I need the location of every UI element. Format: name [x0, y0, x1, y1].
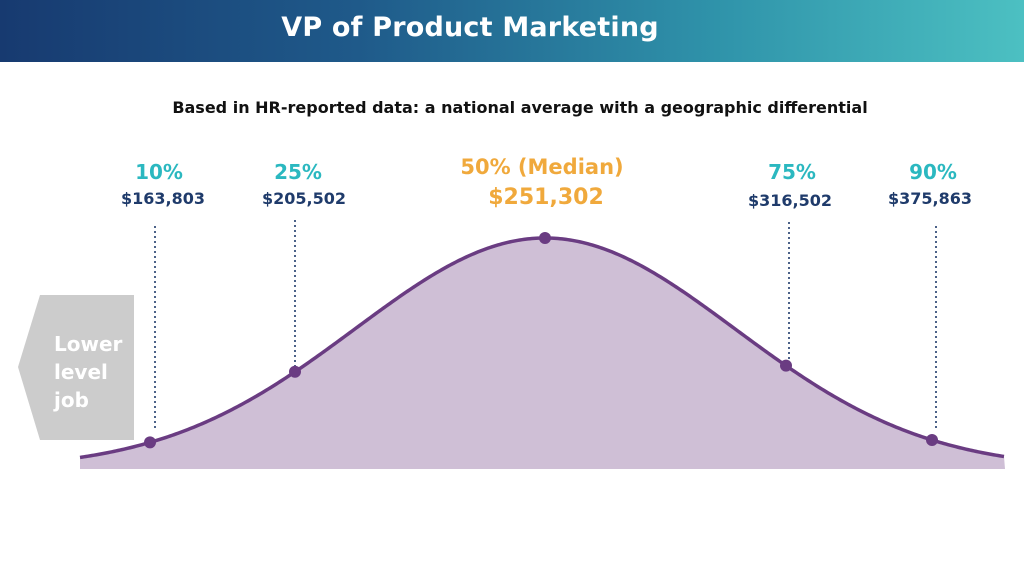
page-title: VP of Product Marketing	[281, 12, 659, 43]
title-banner: VP of Product Marketing	[0, 0, 1024, 62]
percentile-label-25: 25%	[274, 160, 322, 184]
lower-level-job-label: Lower level job	[54, 330, 144, 414]
percentile-point-10	[144, 436, 156, 449]
percentile-point-50	[539, 232, 551, 244]
salary-label-75: $316,502	[747, 191, 832, 210]
percentile-point-25	[289, 365, 301, 378]
percentile-point-75	[780, 359, 792, 372]
lower-level-job-arrow	[18, 295, 134, 440]
salary-label-50: $251,302	[488, 185, 604, 210]
lower-level-job-line-2: level	[54, 360, 108, 384]
distribution-area	[80, 238, 1005, 469]
percentile-label-10: 10%	[135, 160, 183, 184]
percentile-label-75: 75%	[768, 160, 816, 184]
chart-subtitle: Based in HR-reported data: a national av…	[172, 98, 868, 117]
salary-label-25: $205,502	[261, 189, 346, 208]
lower-level-job-line-1: Lower	[54, 332, 123, 356]
percentile-label-50: 50% (Median)	[460, 155, 624, 179]
salary-label-10: $163,803	[120, 189, 205, 208]
lower-level-job-line-3: job	[54, 388, 89, 412]
salary-label-90: $375,863	[887, 189, 972, 208]
percentile-point-90	[926, 433, 938, 446]
percentile-label-90: 90%	[909, 160, 957, 184]
